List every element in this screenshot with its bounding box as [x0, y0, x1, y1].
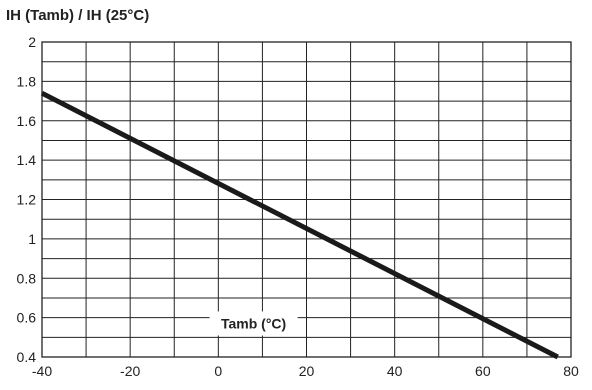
x-axis-label-box: Tamb (°C) — [209, 311, 298, 336]
x-tick-label: -40 — [32, 363, 52, 379]
y-tick-label: 0.8 — [17, 270, 37, 286]
y-axis-title: IH (Tamb) / IH (25°C) — [6, 7, 149, 24]
y-tick-labels: 2 1.8 1.6 1.4 1.2 1 0.8 0.6 0.4 — [17, 34, 37, 365]
series-layer — [40, 90, 559, 360]
x-tick-label: 0 — [214, 363, 222, 379]
x-tick-label: -20 — [120, 363, 140, 379]
x-tick-label: 20 — [299, 363, 315, 379]
y-tick-label: 1.2 — [17, 192, 37, 208]
plot-frame — [41, 41, 572, 358]
x-axis-label-background — [209, 311, 298, 336]
y-tick-label: 0.4 — [17, 349, 37, 365]
x-axis-title: Tamb (°C) — [221, 315, 286, 331]
y-tick-label: 1.4 — [17, 152, 37, 168]
y-tick-label: 1.8 — [17, 73, 37, 89]
x-tick-label: 60 — [475, 363, 491, 379]
y-tick-label: 2 — [28, 34, 36, 50]
y-tick-label: 1.6 — [17, 113, 37, 129]
x-tick-label: 80 — [563, 363, 579, 379]
x-tick-labels: -40 -20 0 20 40 60 80 — [32, 363, 579, 379]
y-tick-label: 0.6 — [17, 310, 37, 326]
x-tick-label: 40 — [387, 363, 403, 379]
series-line — [40, 90, 559, 360]
y-tick-label: 1 — [28, 231, 36, 247]
